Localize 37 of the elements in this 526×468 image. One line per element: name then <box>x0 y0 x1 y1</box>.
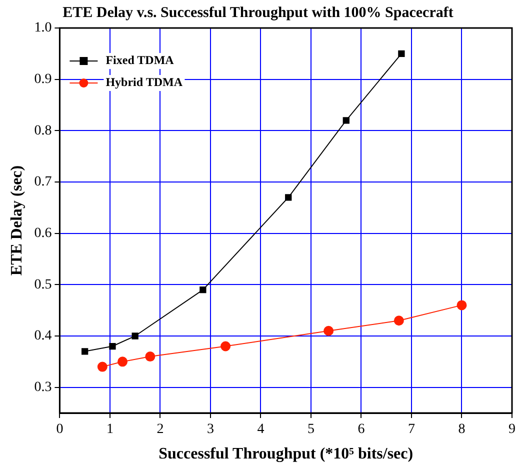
y-axis-title: ETE Delay (sec) <box>8 165 26 276</box>
point <box>285 194 292 201</box>
point <box>200 286 206 294</box>
point <box>220 341 231 352</box>
x-tick-label: 1 <box>106 422 114 438</box>
y-tick-label: 1.0 <box>34 20 52 36</box>
point <box>82 348 88 355</box>
legend-label: Hybrid TDMA <box>106 75 183 90</box>
legend-label: Fixed TDMA <box>106 53 174 68</box>
point <box>109 342 116 350</box>
y-tick-label: 0.6 <box>34 226 52 242</box>
x-tick-label: 7 <box>408 422 415 438</box>
point <box>394 316 404 326</box>
x-axis-title: Successful Throughput (*10⁵ bits/sec) <box>158 446 414 463</box>
point <box>324 326 334 336</box>
x-tick-label: 5 <box>307 422 314 438</box>
x-tick-label: 6 <box>358 422 365 438</box>
point <box>132 332 138 340</box>
point <box>342 117 350 124</box>
y-tick-label: 0.3 <box>34 380 52 396</box>
point <box>97 362 108 372</box>
y-tick-label: 0.8 <box>34 123 52 138</box>
x-tick-label: 0 <box>56 422 64 438</box>
x-tick-label: 8 <box>458 422 466 438</box>
x-tick-label: 2 <box>156 422 164 438</box>
point <box>118 356 128 367</box>
x-tick-label: 3 <box>206 422 214 438</box>
point <box>456 300 467 310</box>
y-tick-label: 0.7 <box>34 174 52 190</box>
point <box>398 50 405 57</box>
x-tick-label: 9 <box>508 422 516 438</box>
x-tick-label: 4 <box>257 422 264 438</box>
chart-title: ETE Delay v.s. Successful Throughput with 100% Spacecraft <box>62 4 454 21</box>
y-tick-label: 0.9 <box>34 72 52 88</box>
y-tick-label: 0.5 <box>34 277 52 292</box>
point <box>145 352 156 362</box>
y-tick-label: 0.4 <box>34 328 52 344</box>
